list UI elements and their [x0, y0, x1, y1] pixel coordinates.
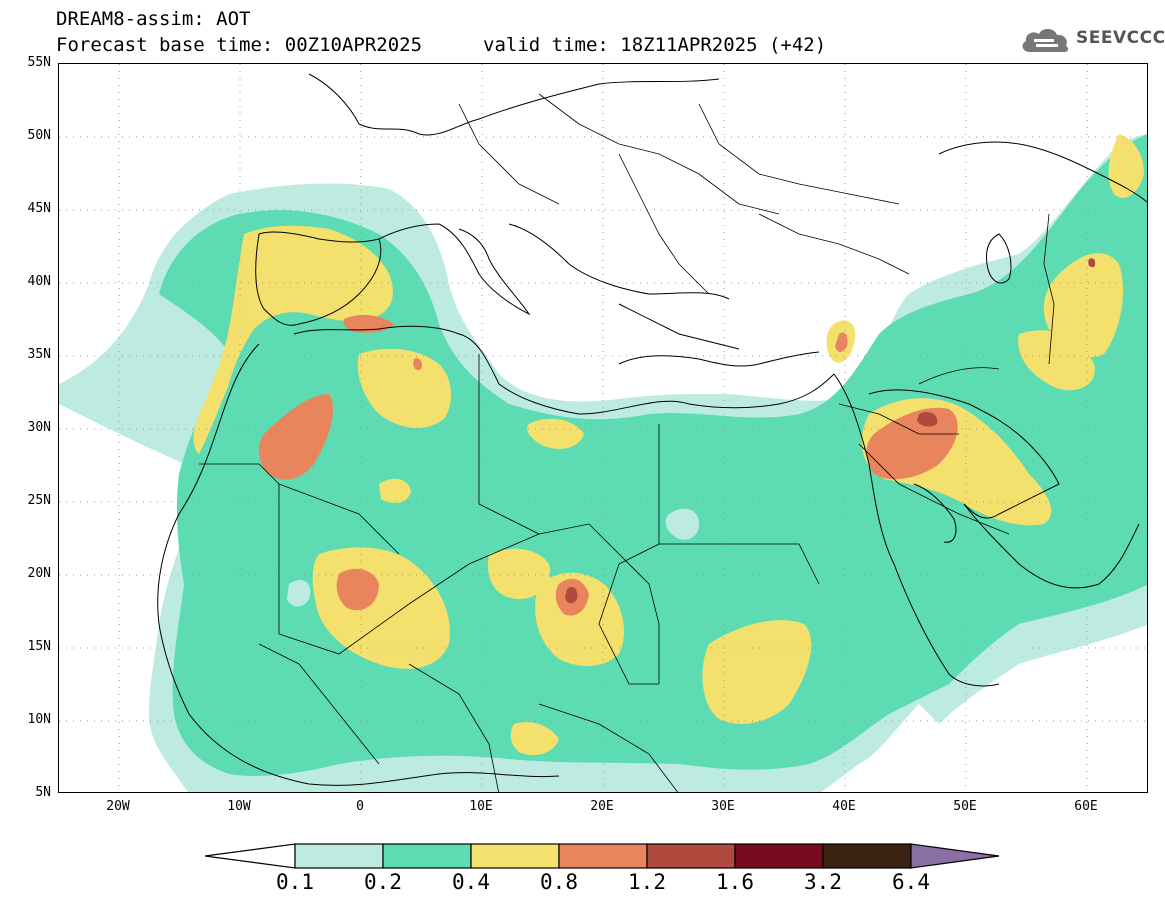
colorbar-label: 0.4 — [452, 870, 490, 894]
lat-label: 50N — [27, 128, 51, 143]
lon-label: 10W — [227, 799, 251, 814]
colorbar-label: 1.6 — [716, 870, 754, 894]
lat-label: 40N — [27, 274, 51, 289]
lon-label: 50E — [953, 799, 977, 814]
lon-label: 10E — [469, 799, 493, 814]
aot-map — [59, 64, 1147, 792]
map-title: DREAM8-assim: AOT — [56, 8, 251, 30]
forecast-base-time: Forecast base time: 00Z10APR2025 — [56, 34, 423, 56]
lon-label: 60E — [1074, 799, 1098, 814]
lat-label: 55N — [27, 55, 51, 70]
lon-label: 20W — [106, 799, 130, 814]
colorbar-segment — [822, 843, 912, 869]
colorbar-label: 0.8 — [540, 870, 578, 894]
colorbar — [205, 843, 1000, 869]
colorbar-segment — [205, 843, 296, 869]
lat-label: 45N — [27, 201, 51, 216]
colorbar-segment — [646, 843, 736, 869]
aot-band-1.2 — [565, 258, 1096, 604]
colorbar-segment — [558, 843, 648, 869]
valid-time: valid time: 18Z11APR2025 (+42) — [483, 34, 827, 56]
lat-label: 25N — [27, 493, 51, 508]
colorbar-segment — [470, 843, 560, 869]
lat-label: 30N — [27, 420, 51, 435]
colorbar-label: 0.2 — [364, 870, 402, 894]
lon-label: 20E — [590, 799, 614, 814]
lon-label: 40E — [832, 799, 856, 814]
logo-text: SEEVCCC — [1076, 28, 1165, 48]
colorbar-label: 1.2 — [628, 870, 666, 894]
colorbar-segment — [294, 843, 384, 869]
lat-label: 10N — [27, 712, 51, 727]
seevccc-logo: SEEVCCC — [1018, 22, 1165, 58]
colorbar-segment — [734, 843, 824, 869]
lat-label: 35N — [27, 347, 51, 362]
coastlines — [157, 73, 1147, 786]
lon-label: 0 — [356, 799, 364, 814]
colorbar-label: 6.4 — [892, 870, 930, 894]
colorbar-label: 3.2 — [804, 870, 842, 894]
colorbar-segment — [910, 843, 1000, 869]
lat-label: 5N — [35, 785, 51, 800]
aot-band-0.8 — [258, 314, 958, 616]
lon-label: 30E — [711, 799, 735, 814]
map-gridlines — [59, 64, 1147, 792]
colorbar-segment — [382, 843, 472, 869]
country-borders — [199, 93, 1055, 792]
lat-label: 15N — [27, 639, 51, 654]
lat-label: 20N — [27, 566, 51, 581]
colorbar-label: 0.1 — [276, 870, 314, 894]
map-plot-area — [58, 63, 1148, 793]
cloud-icon — [1022, 28, 1069, 53]
